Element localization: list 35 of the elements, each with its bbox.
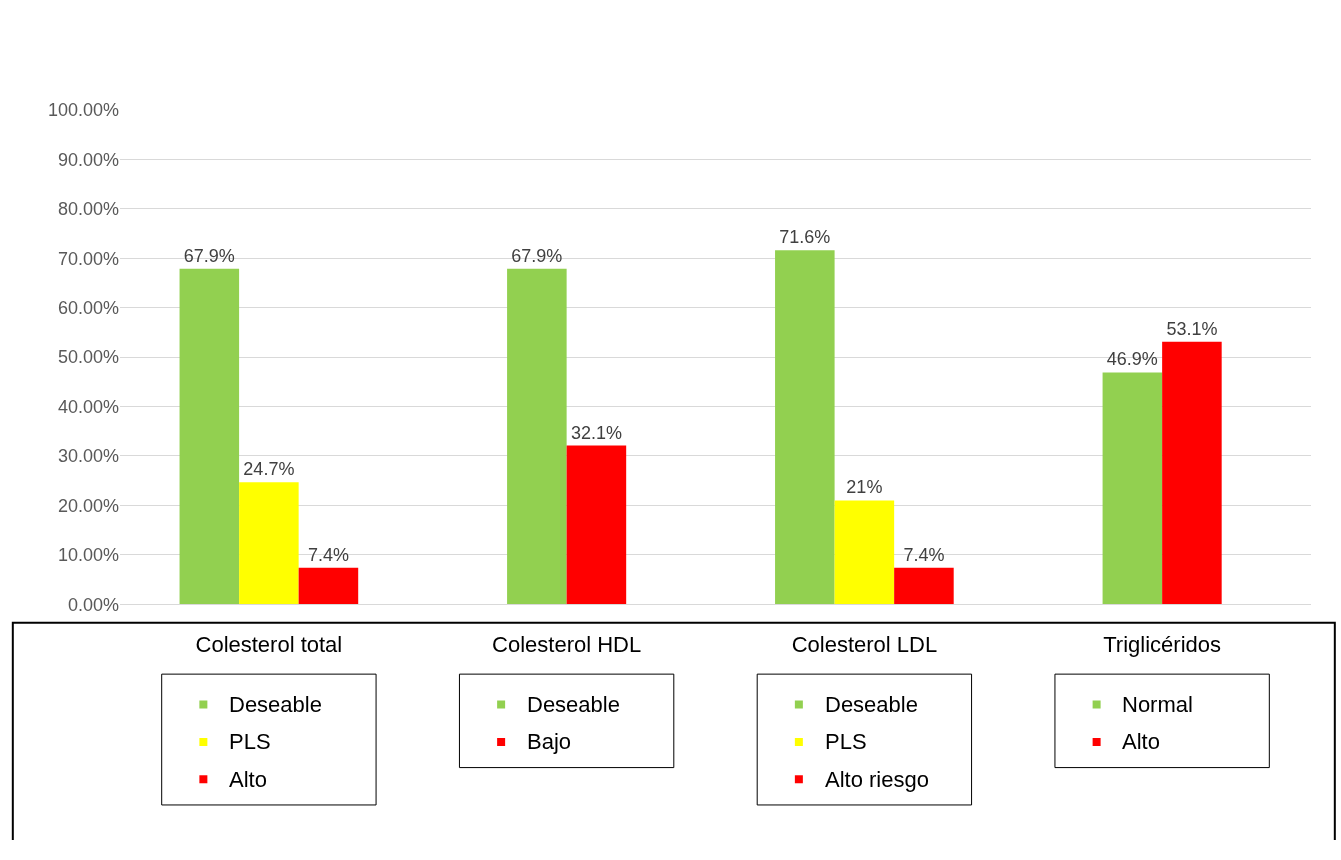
legend-label: Deseable [825,692,918,717]
y-tick-label: 20.00% [57,495,119,516]
legend-label: PLS [229,729,271,754]
legend-label: Deseable [527,692,620,717]
x-tick-label: Triglicéridos [1103,631,1222,657]
y-tick-label: 30.00% [57,446,119,467]
y-tick-label: 80.00% [57,199,119,220]
y-tick-label: 70.00% [57,248,119,269]
x-tick-label: Colesterol total [195,631,343,657]
data-label: 71.6% [779,227,831,248]
y-tick-label: 100.00% [47,100,119,121]
data-label: 7.4% [903,544,945,565]
y-tick-label: 40.00% [57,396,119,417]
y-tick-label: 10.00% [57,545,119,566]
y-tick-label: 0.00% [67,594,119,615]
data-label: 67.9% [511,245,563,266]
data-label: 32.1% [570,422,622,443]
data-label: 7.4% [307,544,349,565]
legend-label: PLS [825,729,867,754]
data-label: 67.9% [183,245,235,266]
data-label: 53.1% [1166,318,1218,339]
y-tick-label: 50.00% [57,347,119,368]
y-tick-label: 90.00% [57,149,119,170]
legend-label: Normal [1122,692,1193,717]
legend-label: Alto [1122,729,1160,754]
legend-label: Alto [229,767,267,792]
data-label: 46.9% [1106,349,1158,370]
x-tick-label: Colesterol HDL [492,631,642,657]
legend-label: Alto riesgo [825,767,929,792]
x-tick-label: Colesterol LDL [791,631,938,657]
legend-label: Bajo [527,729,572,754]
data-label: 24.7% [243,459,295,480]
legend-label: Deseable [229,692,322,717]
data-label: 21% [846,477,883,498]
y-tick-label: 60.00% [57,297,119,318]
